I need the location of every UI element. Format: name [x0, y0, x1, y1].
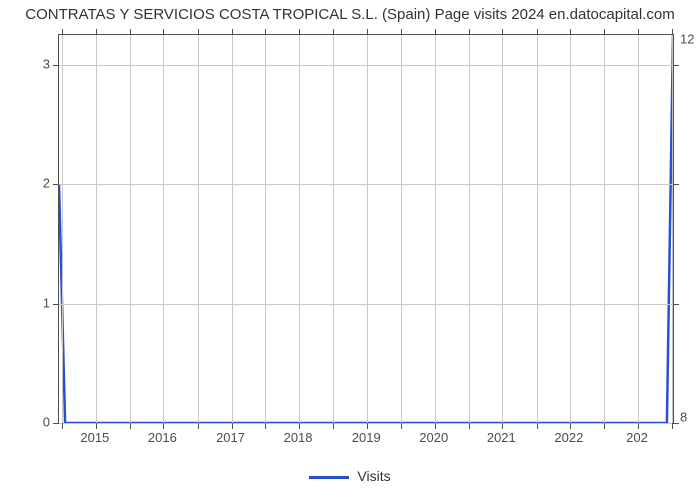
visits-line — [59, 35, 673, 423]
gridline-v — [672, 35, 673, 423]
gridline-v — [367, 35, 368, 423]
gridline-h — [59, 65, 673, 66]
gridline-v — [537, 35, 538, 423]
x-tick-label: 2020 — [419, 430, 448, 445]
y-tick-label: 1 — [43, 295, 50, 310]
tick-top — [333, 29, 334, 35]
tick-top — [163, 29, 164, 35]
tick-top — [401, 29, 402, 35]
tick-top — [570, 29, 571, 35]
gridline-v — [435, 35, 436, 423]
gridline-h — [59, 184, 673, 185]
tick-top — [198, 29, 199, 35]
chart-container: { "chart": { "type": "line", "title": "C… — [0, 0, 700, 500]
gridline-v — [130, 35, 131, 423]
gridline-v — [638, 35, 639, 423]
gridline-v — [163, 35, 164, 423]
gridline-v — [299, 35, 300, 423]
gridline-v — [502, 35, 503, 423]
y-tick-label: 0 — [43, 415, 50, 430]
gridline-v — [570, 35, 571, 423]
legend: Visits — [0, 468, 700, 484]
tick-top — [62, 29, 63, 35]
tick-top — [537, 29, 538, 35]
tick-top — [265, 29, 266, 35]
tick-top — [638, 29, 639, 35]
y-axis-left: 0123 — [0, 34, 56, 424]
x-tick-label: 2022 — [554, 430, 583, 445]
x-tick-label: 2019 — [352, 430, 381, 445]
tick-top — [96, 29, 97, 35]
y2-tick-label: 12 — [680, 31, 694, 46]
gridline-v — [333, 35, 334, 423]
tick-top — [435, 29, 436, 35]
chart-title: CONTRATAS Y SERVICIOS COSTA TROPICAL S.L… — [0, 6, 700, 23]
gridline-h — [59, 304, 673, 305]
gridline-v — [265, 35, 266, 423]
tick-top — [299, 29, 300, 35]
gridline-v — [198, 35, 199, 423]
gridline-h — [59, 423, 673, 424]
y-tick-label: 3 — [43, 56, 50, 71]
tick-top — [130, 29, 131, 35]
x-tick-label: 2015 — [80, 430, 109, 445]
gridline-v — [232, 35, 233, 423]
gridline-v — [604, 35, 605, 423]
tick-top — [232, 29, 233, 35]
x-tick-label: 2016 — [148, 430, 177, 445]
tick-top — [604, 29, 605, 35]
gridline-v — [62, 35, 63, 423]
tick-top — [367, 29, 368, 35]
x-tick-label: 2018 — [284, 430, 313, 445]
gridline-v — [469, 35, 470, 423]
y-tick-label: 2 — [43, 176, 50, 191]
x-tick-label: 202 — [626, 430, 648, 445]
legend-line-swatch — [309, 476, 349, 479]
tick-top — [672, 29, 673, 35]
x-axis: 2015 2016 2017 2018 2019 2020 2021 2022 202 — [58, 426, 674, 448]
gridline-v — [401, 35, 402, 423]
x-tick-label: 2021 — [487, 430, 516, 445]
x-tick-label: 2017 — [216, 430, 245, 445]
legend-label: Visits — [357, 468, 390, 484]
y-axis-right: 8 12 — [676, 34, 700, 424]
y2-tick-label: 8 — [680, 410, 687, 425]
plot-area — [58, 34, 674, 424]
tick-top — [502, 29, 503, 35]
gridline-v — [96, 35, 97, 423]
line-series-svg — [59, 35, 673, 423]
tick-top — [469, 29, 470, 35]
